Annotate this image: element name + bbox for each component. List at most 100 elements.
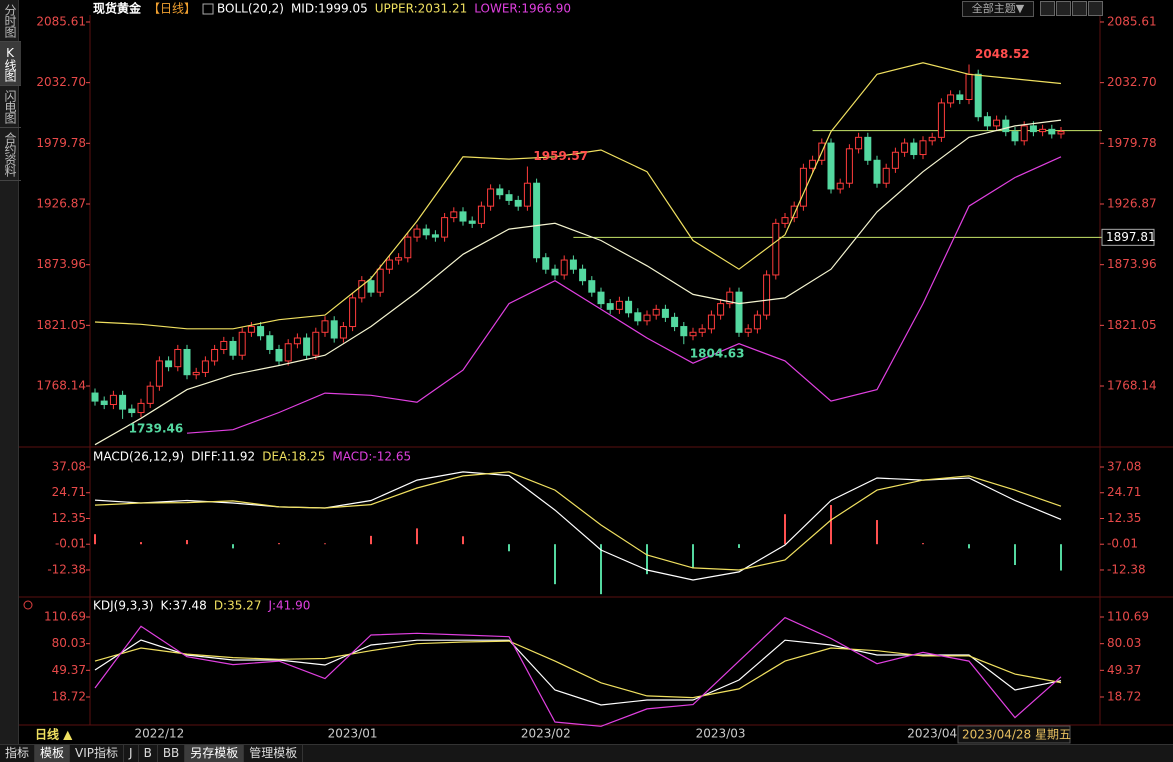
candle-body — [606, 303, 614, 310]
indicator-line — [94, 639, 1062, 706]
indicator-line — [94, 471, 1062, 581]
candle-body — [827, 142, 835, 190]
candle-body — [514, 199, 522, 207]
candle-body — [459, 211, 467, 222]
y-tick-label: 24.71 — [52, 485, 86, 499]
candle-body — [376, 268, 384, 293]
readout: LOWER:1966.90 — [474, 2, 571, 16]
candle-body — [229, 340, 237, 356]
candle-body — [947, 94, 955, 104]
footer-tab[interactable]: VIP指标 — [70, 745, 125, 762]
x-tick-label: 2023/02 — [521, 727, 571, 741]
candle-body — [689, 331, 697, 337]
footer-tab[interactable]: 指标 — [0, 745, 36, 762]
chart-title: 现货黄金 — [93, 1, 142, 16]
y-tick-label: 80.03 — [52, 636, 86, 650]
candle-body — [542, 257, 550, 270]
candle-body — [790, 205, 798, 219]
theme-button[interactable]: 全部主题▼ — [962, 1, 1034, 17]
candle-body — [109, 394, 117, 406]
footer-tab[interactable]: BB — [158, 745, 186, 762]
period-button[interactable]: 日线 ▲ — [35, 727, 73, 742]
y-tick-label: 49.37 — [52, 663, 86, 677]
footer-tab[interactable]: B — [139, 745, 158, 762]
footer-tab[interactable]: J — [124, 745, 139, 762]
candle-body — [312, 331, 320, 356]
candle-body — [717, 303, 725, 316]
candle-body — [551, 268, 559, 276]
candle-body — [753, 314, 761, 330]
y-tick-label: -12.38 — [47, 562, 86, 576]
candle-body — [330, 320, 338, 339]
candle-body — [983, 116, 991, 127]
cursor-box — [957, 725, 1071, 744]
candle-body — [901, 142, 909, 153]
indicator-icon — [202, 3, 214, 15]
candle-body — [165, 360, 173, 368]
indicator-line — [94, 62, 1062, 330]
candle-body — [634, 312, 642, 322]
candle-body — [395, 257, 403, 261]
candle-body — [671, 316, 679, 328]
candle-body — [137, 402, 145, 414]
price-tag — [1101, 228, 1155, 246]
candle-body — [174, 348, 182, 368]
candle-body — [91, 392, 99, 402]
candle-body — [146, 385, 154, 404]
footer-tab[interactable]: 管理模板 — [244, 745, 304, 762]
candle-body — [275, 348, 283, 362]
indicator-name: BOLL(20,2) — [217, 2, 284, 16]
candle-body — [707, 314, 715, 330]
y-tick-label-right: -12.38 — [1107, 562, 1146, 576]
candle-body — [1029, 125, 1037, 133]
period-label: 【日线】 — [148, 2, 196, 16]
indicator-name: MACD(26,12,9) — [93, 450, 184, 464]
toolbar-icon[interactable] — [1088, 1, 1103, 16]
y-tick-label-right: 18.72 — [1107, 689, 1141, 703]
y-tick-label-right: 12.35 — [1107, 511, 1141, 525]
candle-body — [1011, 131, 1019, 142]
toolbar-icon[interactable] — [1072, 1, 1087, 16]
readout: MACD:-12.65 — [332, 450, 411, 464]
side-tab[interactable]: K线图 — [0, 42, 21, 86]
candle-body — [450, 211, 458, 219]
x-tick-label: 2023/01 — [328, 727, 378, 741]
y-tick-label: 2085.61 — [36, 14, 86, 28]
candle-body — [284, 343, 292, 362]
readout: UPPER:2031.21 — [375, 2, 467, 16]
y-tick-label-right: 80.03 — [1107, 636, 1141, 650]
side-tab[interactable]: 合约资料 — [0, 128, 21, 181]
y-tick-label-right: 110.69 — [1107, 610, 1149, 624]
cursor-label: 2023/04/28 星期五 — [962, 728, 1071, 742]
readout: J:41.90 — [267, 599, 310, 613]
side-tab[interactable]: 闪电图 — [0, 86, 21, 128]
candle-body — [855, 136, 863, 150]
candle-body — [1039, 128, 1047, 133]
candle-body — [625, 300, 633, 314]
readout: MID:1999.05 — [291, 2, 368, 16]
candle-body — [192, 371, 200, 376]
candle-body — [247, 326, 255, 333]
candle-body — [956, 94, 964, 101]
y-tick-label-right: 37.08 — [1107, 459, 1141, 473]
footer-tab[interactable]: 模板 — [35, 745, 71, 762]
candle-body — [864, 136, 872, 161]
toolbar-icon[interactable] — [1056, 1, 1071, 16]
candle-body — [266, 335, 274, 350]
x-tick-label: 2023/03 — [696, 727, 746, 741]
candle-body — [781, 217, 789, 224]
footer-tab[interactable]: 另存模板 — [185, 745, 245, 762]
candle-body — [487, 188, 495, 207]
side-tab[interactable]: 分时图 — [0, 0, 21, 42]
settings-icon[interactable] — [23, 600, 33, 610]
y-tick-label-right: 1926.87 — [1107, 197, 1157, 211]
sidebar: 分时图 K线图 闪电图 合约资料 — [0, 0, 21, 744]
toolbar-icon[interactable] — [1040, 1, 1055, 16]
candle-body — [496, 188, 504, 196]
candle-body — [431, 234, 439, 238]
readout: DEA:18.25 — [262, 450, 325, 464]
candle-body — [579, 268, 587, 282]
indicator-line — [94, 640, 1062, 699]
